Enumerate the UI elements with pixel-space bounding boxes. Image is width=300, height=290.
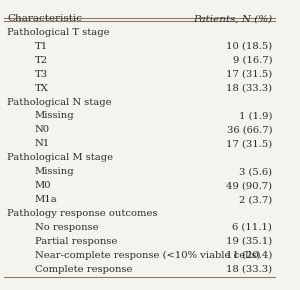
Text: T3: T3: [34, 70, 48, 79]
Text: 3 (5.6): 3 (5.6): [239, 167, 272, 176]
Text: 17 (31.5): 17 (31.5): [226, 139, 272, 148]
Text: Pathological M stage: Pathological M stage: [7, 153, 113, 162]
Text: 18 (33.3): 18 (33.3): [226, 265, 272, 274]
Text: 49 (90.7): 49 (90.7): [226, 181, 272, 190]
Text: N0: N0: [34, 125, 50, 134]
Text: No response: No response: [34, 223, 98, 232]
Text: Patients, N (%): Patients, N (%): [193, 14, 272, 23]
Text: Missing: Missing: [34, 167, 74, 176]
Text: T2: T2: [34, 56, 48, 65]
Text: 17 (31.5): 17 (31.5): [226, 70, 272, 79]
Text: TX: TX: [34, 84, 48, 93]
Text: 11 (20.4): 11 (20.4): [226, 251, 272, 260]
Text: Complete response: Complete response: [34, 265, 132, 274]
Text: Near-complete response (<10% viable cells): Near-complete response (<10% viable cell…: [34, 251, 260, 260]
Text: 19 (35.1): 19 (35.1): [226, 237, 272, 246]
Text: 9 (16.7): 9 (16.7): [232, 56, 272, 65]
Text: 1 (1.9): 1 (1.9): [239, 111, 272, 120]
Text: 10 (18.5): 10 (18.5): [226, 42, 272, 51]
Text: 6 (11.1): 6 (11.1): [232, 223, 272, 232]
Text: M1a: M1a: [34, 195, 57, 204]
Text: 2 (3.7): 2 (3.7): [239, 195, 272, 204]
Text: T1: T1: [34, 42, 48, 51]
Text: Partial response: Partial response: [34, 237, 117, 246]
Text: Characteristic: Characteristic: [7, 14, 82, 23]
Text: Missing: Missing: [34, 111, 74, 120]
Text: N1: N1: [34, 139, 50, 148]
Text: Pathology response outcomes: Pathology response outcomes: [7, 209, 158, 218]
Text: Pathological N stage: Pathological N stage: [7, 97, 112, 106]
Text: M0: M0: [34, 181, 51, 190]
Text: Pathological T stage: Pathological T stage: [7, 28, 110, 37]
Text: 18 (33.3): 18 (33.3): [226, 84, 272, 93]
Text: 36 (66.7): 36 (66.7): [226, 125, 272, 134]
